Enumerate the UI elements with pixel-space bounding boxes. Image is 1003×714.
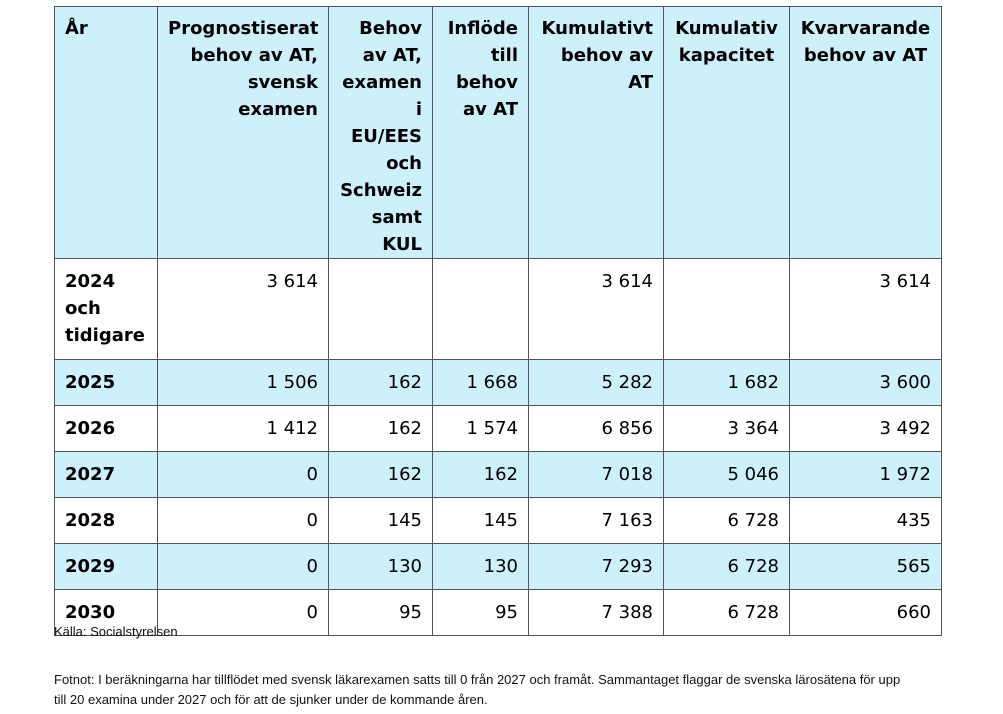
cell-cumulative-capacity: [663, 258, 790, 360]
cell-remaining-need: 3 614: [789, 258, 942, 360]
cell-eu-need: 162: [328, 359, 433, 406]
cell-eu-need: 162: [328, 451, 433, 498]
header-remaining-need: Kvarvarande behov av AT: [789, 6, 942, 259]
header-forecast-need: Prognostiserat behov av AT, svensk exame…: [157, 6, 329, 259]
cell-cumulative-need: 7 388: [528, 589, 664, 636]
table-row: 2026 1 412 162 1 574 6 856 3 364 3 492: [54, 405, 942, 452]
source-note: Källa: Socialstyrelsen: [54, 624, 178, 639]
cell-cumulative-capacity: 1 682: [663, 359, 790, 406]
cell-cumulative-capacity: 6 728: [663, 497, 790, 544]
header-inflow: Inflöde till behov av AT: [432, 6, 529, 259]
cell-eu-need: 130: [328, 543, 433, 590]
header-cumulative-need: Kumulativt behov av AT: [528, 6, 664, 259]
cell-cumulative-need: 7 293: [528, 543, 664, 590]
cell-remaining-need: 565: [789, 543, 942, 590]
cell-inflow: [432, 258, 529, 360]
cell-forecast-need: 0: [157, 451, 329, 498]
header-eu-need: Behov av AT, examen i EU/EES och Schweiz…: [328, 6, 433, 259]
cell-remaining-need: 3 492: [789, 405, 942, 452]
cell-inflow: 130: [432, 543, 529, 590]
year-cell: 2025: [54, 359, 158, 406]
year-cell: 2028: [54, 497, 158, 544]
cell-cumulative-capacity: 5 046: [663, 451, 790, 498]
cell-cumulative-need: 3 614: [528, 258, 664, 360]
year-cell: 2027: [54, 451, 158, 498]
year-cell: 2030: [54, 589, 158, 636]
header-cumulative-capacity: Kumulativ kapacitet: [663, 6, 790, 259]
cell-forecast-need: 0: [157, 589, 329, 636]
header-year: År: [54, 6, 158, 259]
cell-cumulative-capacity: 6 728: [663, 589, 790, 636]
cell-remaining-need: 3 600: [789, 359, 942, 406]
cell-eu-need: 145: [328, 497, 433, 544]
cell-inflow: 1 668: [432, 359, 529, 406]
cell-eu-need: 162: [328, 405, 433, 452]
year-cell: 2029: [54, 543, 158, 590]
cell-eu-need: 95: [328, 589, 433, 636]
cell-forecast-need: 1 412: [157, 405, 329, 452]
cell-remaining-need: 660: [789, 589, 942, 636]
cell-inflow: 1 574: [432, 405, 529, 452]
cell-forecast-need: 0: [157, 497, 329, 544]
table-row: 2028 0 145 145 7 163 6 728 435: [54, 497, 942, 544]
at-demand-table: År Prognostiserat behov av AT, svensk ex…: [54, 6, 942, 636]
cell-forecast-need: 0: [157, 543, 329, 590]
cell-forecast-need: 3 614: [157, 258, 329, 360]
cell-cumulative-need: 5 282: [528, 359, 664, 406]
cell-remaining-need: 435: [789, 497, 942, 544]
cell-forecast-need: 1 506: [157, 359, 329, 406]
year-cell: 2024 och tidigare: [54, 258, 158, 360]
table-row: 2024 och tidigare 3 614 3 614 3 614: [54, 258, 942, 360]
year-cell: 2026: [54, 405, 158, 452]
table-row: 2027 0 162 162 7 018 5 046 1 972: [54, 451, 942, 498]
cell-remaining-need: 1 972: [789, 451, 942, 498]
cell-inflow: 162: [432, 451, 529, 498]
cell-cumulative-capacity: 3 364: [663, 405, 790, 452]
cell-cumulative-need: 7 018: [528, 451, 664, 498]
cell-cumulative-need: 6 856: [528, 405, 664, 452]
cell-inflow: 95: [432, 589, 529, 636]
table-row: 2029 0 130 130 7 293 6 728 565: [54, 543, 942, 590]
cell-cumulative-need: 7 163: [528, 497, 664, 544]
footnote: Fotnot: I beräkningarna har tillflödet m…: [54, 672, 901, 707]
table-row: 2025 1 506 162 1 668 5 282 1 682 3 600: [54, 359, 942, 406]
table-row: 2030 0 95 95 7 388 6 728 660: [54, 589, 942, 636]
cell-eu-need: [328, 258, 433, 360]
table-header-row: År Prognostiserat behov av AT, svensk ex…: [54, 6, 942, 259]
cell-inflow: 145: [432, 497, 529, 544]
cell-cumulative-capacity: 6 728: [663, 543, 790, 590]
